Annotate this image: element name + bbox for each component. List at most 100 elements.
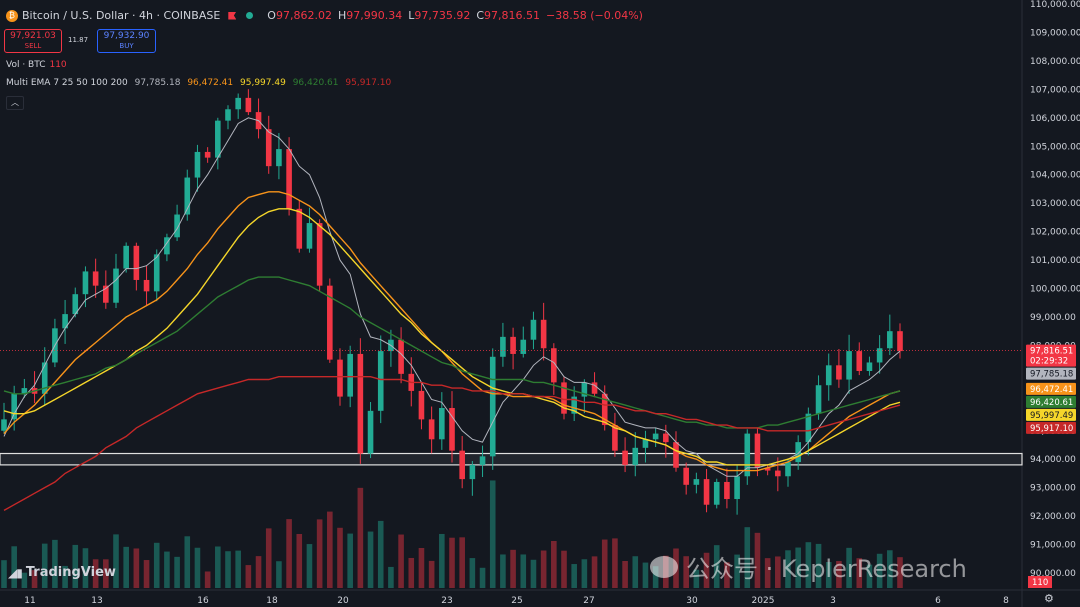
candle-body [439, 407, 445, 440]
price-label-last [1026, 344, 1076, 367]
candle-body [153, 254, 160, 292]
volume-bar [795, 547, 801, 588]
y-tick-label: 108,000.00 [1030, 57, 1080, 67]
candle-body [673, 442, 679, 468]
candle-body [21, 388, 28, 394]
volume-bar [500, 554, 506, 588]
volume-bar [113, 534, 119, 588]
countdown-label: 02:29:32 [1030, 357, 1068, 367]
candle-body [622, 450, 628, 465]
x-tick-label: 27 [583, 596, 594, 606]
x-tick-label: 25 [511, 596, 522, 606]
candle-body [652, 433, 659, 440]
candle-body [469, 464, 476, 480]
volume-bar [754, 532, 761, 588]
candle-body [235, 97, 241, 110]
volume-bar [479, 567, 486, 588]
x-tick-label: 6 [935, 596, 941, 606]
sell-button[interactable]: 97,921.03 SELL [4, 29, 62, 53]
candle-body [265, 129, 272, 167]
volume-bar [683, 556, 689, 588]
price-label-ema50 [1026, 408, 1076, 421]
volume-bar [571, 564, 577, 588]
volume-bar [856, 558, 863, 588]
volume-bar [52, 539, 58, 588]
tradingview-logo[interactable]: ◢▮ TradingView [8, 565, 116, 580]
volume-bar [846, 547, 852, 588]
market-status-icon [246, 12, 254, 19]
volume-bar [469, 558, 476, 588]
candle-body [520, 339, 527, 354]
candle-body [632, 447, 639, 465]
volume-bar [327, 511, 333, 588]
volume-bar [194, 547, 201, 588]
candle-body [795, 442, 801, 463]
candle-body [72, 294, 79, 315]
candle-body [306, 223, 313, 249]
price-label-ema200 [1026, 421, 1076, 434]
y-tick-label: 102,000.00 [1030, 228, 1080, 238]
change-value: −38.58 (−0.04%) [546, 9, 643, 22]
volume-bar [836, 561, 842, 588]
volume-bar [306, 544, 313, 588]
volume-bar [82, 548, 89, 588]
candle-body [245, 97, 252, 113]
spread-value: 11.87 [68, 36, 89, 44]
candle-body [846, 351, 852, 380]
candle-body [703, 479, 710, 505]
volume-bar [143, 560, 150, 588]
symbol-title[interactable]: Bitcoin / U.S. Dollar · 4h · COINBASE [22, 9, 221, 22]
volume-bar [255, 556, 262, 588]
volume-bar [367, 531, 374, 588]
volume-bar [225, 551, 231, 588]
candle-body [764, 467, 771, 471]
ema25-value: 96,472.41 [187, 78, 234, 88]
volume-bar [764, 558, 771, 588]
candle-body [62, 314, 68, 329]
candle-body [377, 351, 384, 411]
low-key: L [408, 9, 415, 22]
volume-bar [876, 553, 883, 588]
volume-bar [815, 543, 822, 588]
ema-legend[interactable]: Multi EMA 7 25 50 100 200 97,785.18 96,4… [6, 78, 395, 88]
volume-bar [459, 537, 465, 588]
candle-body [143, 279, 150, 292]
volume-bar [103, 559, 109, 588]
volume-bar [1, 560, 7, 588]
y-tick-label: 93,000.00 [1030, 484, 1076, 494]
volume-bar [265, 528, 272, 588]
support-zone [0, 452, 1023, 466]
candle-body [876, 348, 883, 363]
volume-bar [591, 556, 598, 588]
ema7-value: 97,785.18 [134, 78, 181, 88]
y-tick-label: 104,000.00 [1030, 171, 1080, 181]
candle-body [571, 396, 577, 414]
candle-body [41, 362, 48, 394]
volume-bar [744, 527, 751, 588]
candle-body [693, 479, 700, 485]
y-tick-label: 92,000.00 [1030, 512, 1076, 522]
volume-bar [642, 562, 649, 588]
flag-icon[interactable] [228, 11, 237, 20]
ema7-line [3, 117, 901, 477]
volume-legend[interactable]: Vol · BTC 110 [6, 60, 67, 70]
gear-icon[interactable]: ⚙ [1044, 592, 1054, 605]
candle-body [276, 149, 282, 167]
chevron-up-icon[interactable]: ︿ [6, 96, 24, 110]
candle-body [642, 439, 649, 448]
candle-body [825, 365, 832, 386]
y-tick-label: 110,000.00 [1030, 0, 1080, 10]
buy-button[interactable]: 97,932.90 BUY [97, 29, 156, 53]
candle-body [449, 407, 455, 451]
price-label-text-ema100: 96,420.61 [1030, 398, 1073, 408]
x-tick-label: 20 [337, 596, 349, 606]
candle-body [754, 433, 761, 468]
volume-bar [164, 551, 170, 588]
volume-bar [174, 556, 180, 588]
candle-body [296, 208, 303, 249]
candle-body [194, 151, 201, 178]
x-tick-label: 3 [830, 596, 836, 606]
volume-bar [612, 538, 618, 588]
volume-bar [530, 559, 537, 588]
